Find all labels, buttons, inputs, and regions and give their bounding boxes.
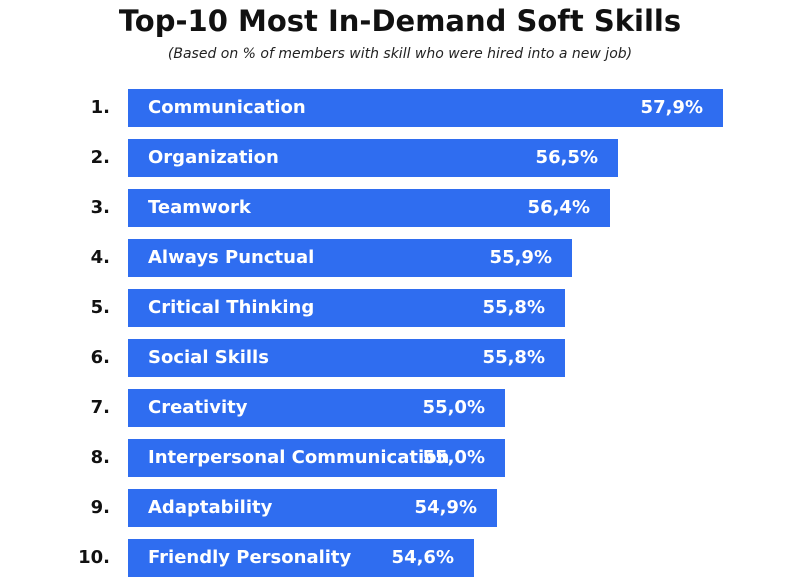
data-label: 55,9% <box>489 247 552 268</box>
bar: Communication 57,9% <box>128 89 723 127</box>
data-label: 56,4% <box>527 197 590 218</box>
bar-label: Creativity <box>148 397 248 418</box>
bar-label: Friendly Personality <box>148 547 352 568</box>
bar: Teamwork 56,4% <box>128 189 610 227</box>
data-label: 55,0% <box>422 397 485 418</box>
rank-label: 8. <box>90 447 110 468</box>
data-label: 54,9% <box>414 497 477 518</box>
bar: Critical Thinking 55,8% <box>128 289 565 327</box>
chart-title: Top-10 Most In-Demand Soft Skills <box>118 4 682 38</box>
chart-subtitle: (Based on % of members with skill who we… <box>167 46 633 62</box>
rank-label: 10. <box>78 547 110 568</box>
data-label: 57,9% <box>640 97 703 118</box>
data-label: 55,8% <box>482 297 545 318</box>
rank-label: 5. <box>90 297 110 318</box>
rank-label: 9. <box>90 497 110 518</box>
rank-label: 3. <box>90 197 110 218</box>
bar-label: Critical Thinking <box>148 297 315 318</box>
bar: Friendly Personality 54,6% <box>128 539 474 577</box>
data-label: 55,8% <box>482 347 545 368</box>
rank-label: 4. <box>90 247 110 268</box>
bar: Always Punctual 55,9% <box>128 239 572 277</box>
bar: Social Skills 55,8% <box>128 339 565 377</box>
bar-label: Organization <box>148 147 279 168</box>
bar-label: Interpersonal Communication <box>148 447 450 468</box>
rank-label: 6. <box>90 347 110 368</box>
bar-label: Always Punctual <box>148 247 315 268</box>
bar: Organization 56,5% <box>128 139 618 177</box>
rank-label: 7. <box>90 397 110 418</box>
bar-label: Teamwork <box>148 197 251 218</box>
rank-label: 1. <box>90 97 110 118</box>
bar-label: Adaptability <box>148 497 273 518</box>
bar: Creativity 55,0% <box>128 389 505 427</box>
bar: Interpersonal Communication 55,0% <box>128 439 505 477</box>
bar: Adaptability 54,9% <box>128 489 497 527</box>
data-label: 54,6% <box>391 547 454 568</box>
rank-label: 2. <box>90 147 110 168</box>
bar-label: Social Skills <box>148 347 269 368</box>
data-label: 56,5% <box>535 147 598 168</box>
data-label: 55,0% <box>422 447 485 468</box>
bar-label: Communication <box>148 97 306 118</box>
